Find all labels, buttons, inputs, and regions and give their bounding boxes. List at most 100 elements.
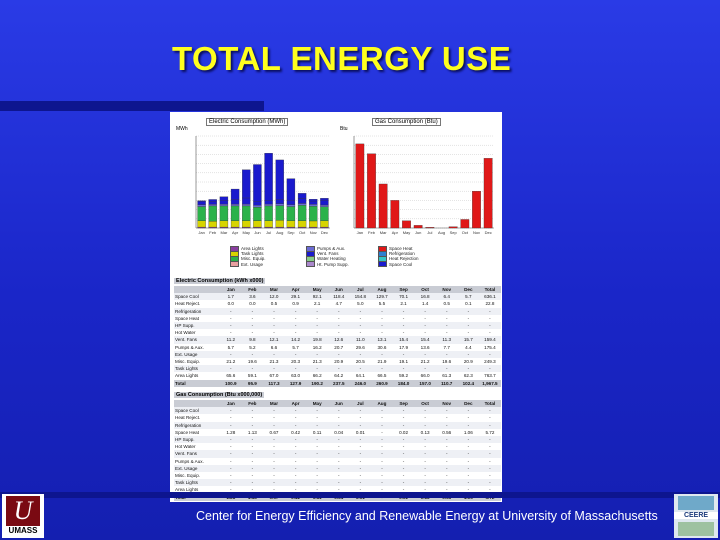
bar-vent-fans-nov <box>309 200 318 205</box>
table-cell: - <box>371 322 393 330</box>
table-header-cell: Nov <box>435 400 458 408</box>
table-header-cell: Feb <box>241 400 264 408</box>
table-header-cell: May <box>306 400 328 408</box>
table-header-cell <box>174 400 220 408</box>
table-cell: - <box>435 450 458 458</box>
table-cell: 1.7 <box>220 293 242 301</box>
table-cell: - <box>349 365 372 373</box>
table-cell: 16.2 <box>312 344 322 350</box>
table-cell: - <box>381 473 383 479</box>
table-header-cell: Apr <box>284 286 307 294</box>
table-cell: - <box>316 415 318 421</box>
table-cell: 20.5 <box>355 359 365 365</box>
table-row: Pumps & Aux. 5.7 5.2 6.6 5.7 16.2 20.7 29.6 30.6… <box>174 344 501 351</box>
table-cell: - <box>327 365 350 373</box>
bar-space-heat-jul <box>425 227 435 229</box>
bar-task-lights-may <box>242 220 251 228</box>
table-cell: - <box>424 444 426 450</box>
table-cell: - <box>435 436 458 444</box>
bar-misc-equip--jan <box>197 206 206 221</box>
table-cell: - <box>457 421 480 429</box>
table-cell: - <box>294 330 297 336</box>
table-cell: - <box>359 444 362 450</box>
table-cell: - <box>263 479 285 487</box>
gas-table-caption: Gas Consumption (Btu x000,000) <box>174 392 265 398</box>
bar-task-lights-jan <box>197 220 206 228</box>
bar-space-cool-feb <box>208 199 217 202</box>
table-cell: 1,967.5 <box>479 379 501 387</box>
electric-chart-title: Electric Consumption (MWh) <box>206 118 289 126</box>
table-row: Hot Water - - - - - - - - - - - - - <box>174 329 501 336</box>
table-cell: - <box>359 487 362 493</box>
table-cell: - <box>338 330 340 336</box>
table-cell: 1.06 <box>463 429 473 435</box>
table-cell: 21.3 <box>269 359 279 365</box>
table-header-cell: Aug <box>371 400 393 408</box>
bar-space-heat-nov <box>472 191 481 229</box>
table-cell: - <box>251 487 254 493</box>
table-cell: - <box>479 436 501 444</box>
row-label: Task Lights <box>174 479 220 487</box>
table-cell: - <box>327 407 350 415</box>
table-cell: - <box>371 464 393 473</box>
table-cell: - <box>316 473 318 479</box>
table-cell: - <box>327 307 350 315</box>
table-cell: - <box>263 350 285 359</box>
x-tick-label: Sep <box>450 230 458 235</box>
x-tick-label: Jun <box>254 230 260 235</box>
bar-task-lights-apr <box>230 220 240 228</box>
table-cell: - <box>349 322 372 330</box>
row-label: Vent. Fans <box>174 336 220 344</box>
table-cell: - <box>241 407 264 415</box>
bar-pumps-aux--jan <box>197 204 206 207</box>
table-cell: - <box>306 407 328 415</box>
table-row: Space Cool 1.7 3.6 12.0 29.1 92.1 118.4 154.8 12… <box>174 293 501 301</box>
legend-label: Space Heat <box>389 246 413 251</box>
table-cell: 249.3 <box>484 359 496 365</box>
table-header-cell <box>174 286 220 294</box>
electric-consumption-table: Jan Feb Mar Apr May Jun Jul Aug Sep Oct Nov Dec Tota… <box>174 286 501 387</box>
bar-misc-equip--jun <box>253 206 262 221</box>
table-cell: - <box>392 421 415 429</box>
table-cell: - <box>381 415 383 421</box>
table-cell: 64.1 <box>355 373 365 379</box>
table-cell: - <box>371 365 393 373</box>
table-cell: - <box>402 487 405 493</box>
x-tick-label: Oct <box>462 230 469 235</box>
bar-vent-fans-aug <box>275 199 284 204</box>
table-cell: - <box>445 458 448 464</box>
table-cell: - <box>263 436 285 444</box>
table-row: Misc. Equip. 21.2 19.6 21.3 20.3 21.3 20.9 20.5… <box>174 358 501 365</box>
table-cell: - <box>284 350 307 359</box>
bar-task-lights-mar <box>219 220 229 228</box>
bar-pumps-aux--oct <box>297 203 307 206</box>
bar-misc-equip--dec <box>320 206 329 221</box>
table-cell: - <box>220 421 242 429</box>
table-cell: - <box>327 350 350 359</box>
legend-label: Ht. Pump Supp. <box>317 261 349 267</box>
table-cell: - <box>457 464 480 473</box>
table-cell: 260.9 <box>371 379 393 387</box>
umass-logo: U UMASS <box>2 494 44 538</box>
table-cell: 6.6 <box>270 344 278 350</box>
table-cell: 13.6 <box>420 344 430 350</box>
table-cell: - <box>306 350 328 359</box>
table-cell: 12.1 <box>263 336 285 344</box>
table-row: Space Heat 1.28 1.13 0.67 0.42 0.11 0.04 0.01 - 0… <box>174 429 501 436</box>
table-cell: 61.3 <box>442 373 452 379</box>
table-cell: 11.0 <box>349 336 372 344</box>
table-cell: - <box>349 479 372 487</box>
table-cell: - <box>349 436 372 444</box>
table-row: Total 100.9 95.9 117.3 127.9 190.2 237.5 246.0 2… <box>174 379 501 387</box>
bar-misc-equip--sep <box>286 206 296 221</box>
table-cell: - <box>371 436 393 444</box>
table-cell: 21.3 <box>312 359 322 365</box>
table-cell: 5.5 <box>378 301 386 307</box>
table-header-cell: Sep <box>392 286 415 294</box>
table-cell: - <box>359 458 362 464</box>
table-cell: - <box>467 473 470 479</box>
table-cell: - <box>359 315 362 321</box>
table-cell: 9.8 <box>241 336 264 344</box>
legend-item: Space Cool <box>378 261 419 268</box>
table-cell: - <box>220 322 242 330</box>
